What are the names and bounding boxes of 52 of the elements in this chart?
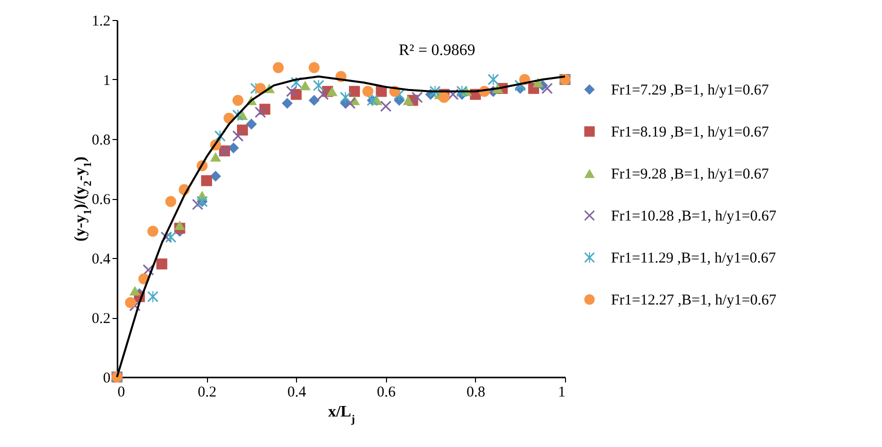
x-tick-label: 0.6 <box>376 384 396 400</box>
point <box>313 80 324 91</box>
y-tick-label: 1.2 <box>92 14 110 30</box>
point <box>236 124 248 136</box>
x-tick-label: 0 <box>118 384 125 400</box>
y-tick-label: 0.2 <box>92 311 110 327</box>
point <box>210 170 222 182</box>
point <box>246 118 257 130</box>
y-tick-label: 0.6 <box>92 192 111 208</box>
legend-label: Fr1=8.19 ,B=1, h/y1=0.67 <box>611 124 770 140</box>
point <box>300 80 311 90</box>
point <box>282 98 293 109</box>
point <box>308 94 320 106</box>
point <box>380 100 392 112</box>
x-tick-label: 0.2 <box>198 384 216 400</box>
point <box>412 92 423 103</box>
point <box>147 226 158 237</box>
x-tick-label: 0.8 <box>466 384 486 400</box>
legend-label: Fr1=12.27 ,B=1, h/y1=0.67 <box>611 292 777 308</box>
y-tick-label: 0.8 <box>92 132 110 148</box>
x-tick-label: 0.4 <box>287 384 307 400</box>
point <box>326 86 338 96</box>
y-tick-label: 0 <box>103 370 110 386</box>
point <box>362 86 374 97</box>
point <box>232 130 244 142</box>
point <box>174 220 186 230</box>
point <box>232 94 244 106</box>
x-tick-label: 1 <box>558 384 566 400</box>
legend-label: Fr1=9.28 ,B=1, h/y1=0.67 <box>611 166 770 182</box>
legend-label: Fr1=7.29 ,B=1, h/y1=0.67 <box>611 82 770 98</box>
point <box>147 291 158 302</box>
point <box>348 86 360 97</box>
point <box>210 152 222 162</box>
point <box>165 232 176 243</box>
point <box>165 196 176 207</box>
point <box>438 92 450 103</box>
annotation: R² = 0.9869 <box>398 42 476 59</box>
point <box>156 258 168 270</box>
point <box>254 106 266 118</box>
point <box>402 96 414 106</box>
point <box>308 62 320 74</box>
point <box>318 88 329 100</box>
point <box>272 62 284 74</box>
legend-label: Fr1=10.28 ,B=1, h/y1=0.67 <box>611 208 777 224</box>
point <box>542 82 553 94</box>
point <box>124 297 136 308</box>
point <box>129 286 140 296</box>
y-tick-label: 0.4 <box>92 252 111 268</box>
x-axis-title: x/L$_{j}$ <box>328 404 355 426</box>
y-tick-label: 1 <box>103 73 110 89</box>
point <box>201 175 212 186</box>
legend-label: Fr1=11.29 ,B=1, h/y1=0.67 <box>611 250 776 266</box>
